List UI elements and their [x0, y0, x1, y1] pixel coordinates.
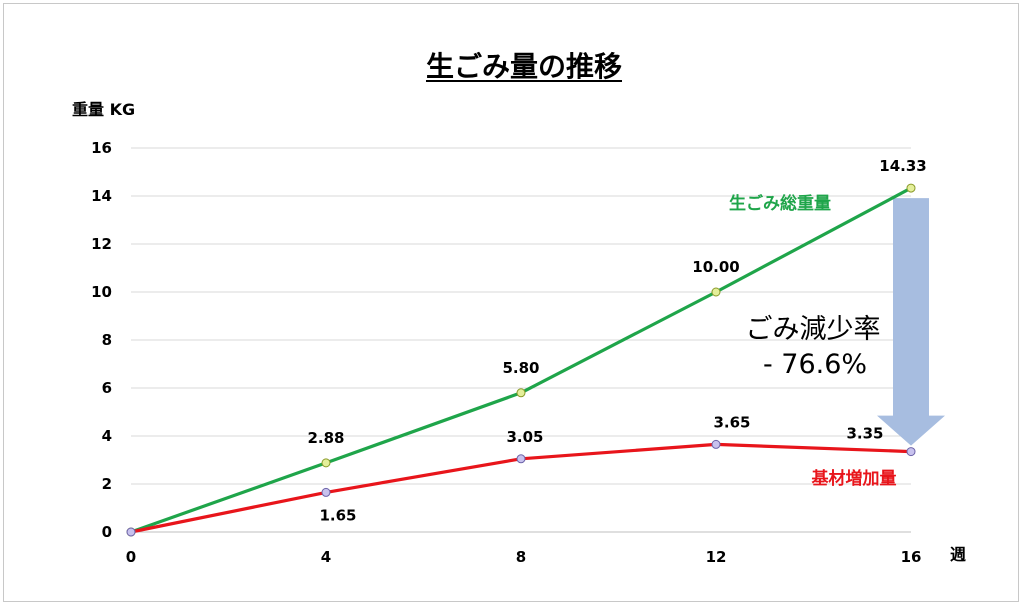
- y-tick-label: 8: [102, 331, 112, 349]
- data-label: 3.05: [506, 428, 543, 446]
- data-label: 3.35: [846, 425, 883, 443]
- x-tick-label: 0: [126, 548, 136, 566]
- gridlines: [131, 147, 911, 533]
- x-tick-label: 4: [321, 548, 331, 566]
- chart-frame: [3, 3, 1019, 602]
- y-tick-label: 16: [91, 139, 112, 157]
- y-tick-label: 12: [91, 235, 112, 253]
- data-labels: 2.88 5.80 10.00 14.33 1.65 3.05 3.65 3.35: [307, 157, 926, 524]
- data-point: [321, 458, 331, 468]
- data-label: 10.00: [692, 258, 739, 276]
- y-tick-label: 4: [102, 427, 112, 445]
- data-point: [906, 183, 916, 193]
- y-tick-label: 6: [102, 379, 112, 397]
- y-axis-label: 重量 KG: [72, 100, 135, 119]
- y-tick-labels: 0 2 4 6 8 10 12 14 16: [91, 139, 112, 541]
- data-point: [711, 439, 721, 449]
- reduction-rate-label: ごみ減少率: [746, 314, 881, 345]
- y-tick-label: 14: [91, 187, 112, 205]
- data-label: 1.65: [319, 506, 356, 524]
- data-label: 2.88: [307, 429, 344, 447]
- y-tick-label: 2: [102, 475, 112, 493]
- down-arrow: [877, 198, 945, 446]
- x-tick-labels: 0 4 8 12 16: [126, 548, 922, 566]
- x-tick-label: 8: [516, 548, 526, 566]
- x-tick-label: 16: [901, 548, 922, 566]
- chart-title: 生ごみ量の推移: [426, 50, 622, 83]
- data-label: 5.80: [502, 359, 539, 377]
- data-point: [516, 454, 526, 464]
- data-point: [321, 487, 331, 497]
- data-point: [906, 447, 916, 457]
- x-tick-label: 12: [706, 548, 727, 566]
- x-axis-label: 週: [950, 545, 966, 564]
- y-tick-label: 10: [91, 283, 112, 301]
- data-label: 14.33: [879, 157, 926, 175]
- y-tick-label: 0: [102, 523, 112, 541]
- series-points: [126, 183, 916, 537]
- data-label: 3.65: [713, 413, 750, 431]
- series-label-substrate-increase: 基材増加量: [811, 468, 897, 489]
- reduction-rate-value: - 76.6%: [763, 349, 867, 380]
- data-point: [711, 287, 721, 297]
- reduction-arrow: [877, 198, 945, 446]
- data-point: [126, 527, 136, 537]
- data-point: [516, 388, 526, 398]
- series-label-total-food-waste: 生ごみ総重量: [729, 193, 831, 214]
